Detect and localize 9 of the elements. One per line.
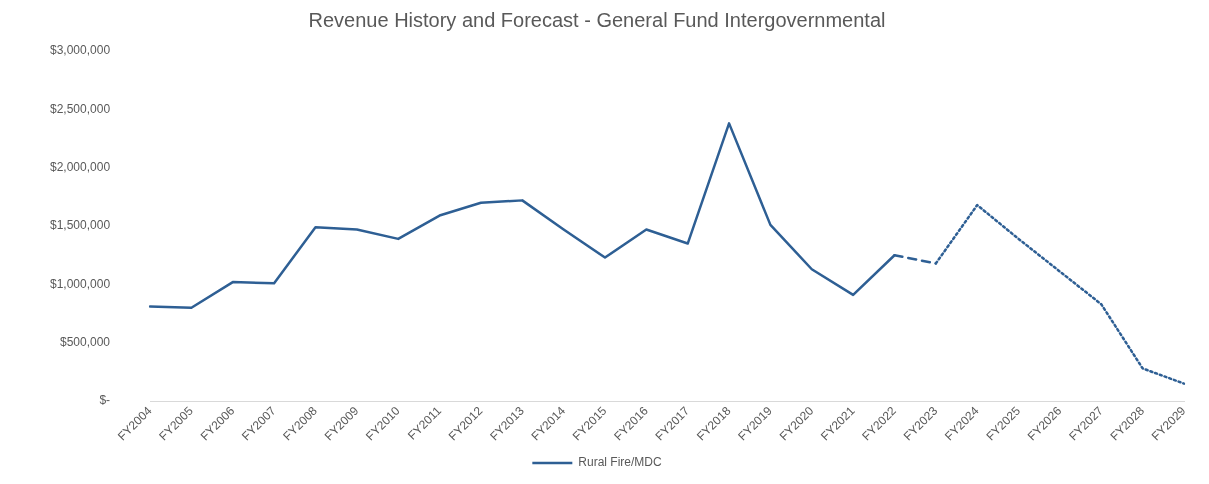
y-tick-label: $1,000,000 (50, 276, 111, 291)
y-tick-label: $- (99, 393, 111, 408)
y-tick-label: $500,000 (60, 335, 111, 350)
legend-label: Rural Fire/MDC (578, 455, 662, 470)
y-tick-label: $2,500,000 (50, 101, 111, 116)
y-tick-label: $2,000,000 (50, 160, 111, 175)
y-tick-label: $3,000,000 (50, 43, 111, 58)
chart-title: Revenue History and Forecast - General Fund Intergovernmental (308, 8, 886, 31)
y-tick-label: $1,500,000 (50, 218, 111, 233)
